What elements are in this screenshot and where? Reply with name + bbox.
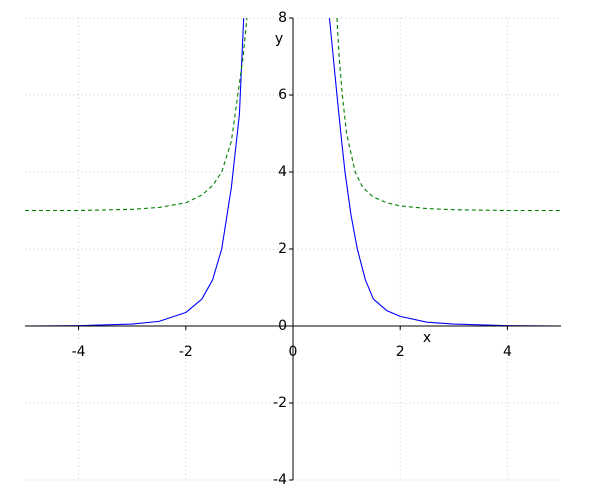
y-tick-label: 8 [278,10,287,26]
x-tick-label: -2 [179,344,193,360]
y-tick-label: 6 [278,87,287,103]
y-axis-label: y [275,31,283,47]
curve [336,18,561,212]
curve [25,18,245,327]
curve [328,18,561,327]
curve [25,18,248,212]
x-tick-label: 4 [503,344,512,360]
y-tick-label: -4 [273,472,287,488]
x-tick-label: 2 [396,344,405,360]
y-tick-label: 4 [278,164,287,180]
y-tick-label: -2 [273,395,287,411]
x-axis-label: x [423,330,431,346]
curves [25,18,561,327]
x-tick-label: -4 [72,344,86,360]
y-tick-label: 2 [278,241,287,257]
